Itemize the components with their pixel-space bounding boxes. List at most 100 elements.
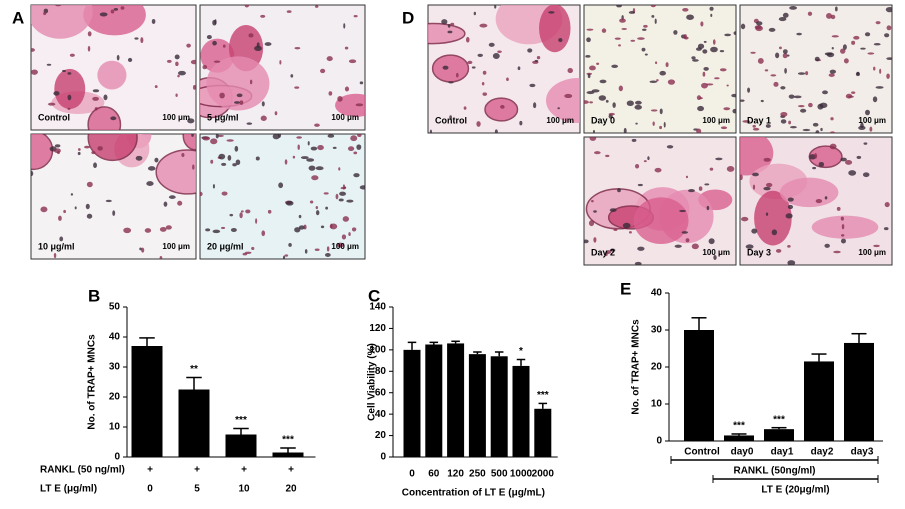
dot xyxy=(863,142,868,145)
dot xyxy=(609,248,616,252)
y-tick-label: 100 xyxy=(369,344,386,355)
dot xyxy=(120,6,125,10)
micrograph-texture xyxy=(584,137,735,265)
dot xyxy=(278,182,284,189)
dot xyxy=(492,53,500,59)
dot xyxy=(292,155,296,159)
dot xyxy=(650,5,656,8)
dot xyxy=(611,64,619,69)
dot xyxy=(709,167,714,171)
dot xyxy=(628,231,632,234)
dot xyxy=(450,22,455,26)
y-tick-label: 10 xyxy=(109,422,121,433)
y-tick-label: 10 xyxy=(651,399,663,410)
dot xyxy=(92,89,100,93)
y-tick-label: 20 xyxy=(375,430,387,441)
y-tick-label: 0 xyxy=(114,452,120,463)
scale-label: 100 μm xyxy=(702,248,730,257)
dot xyxy=(848,170,857,176)
dot xyxy=(829,131,836,133)
dot xyxy=(752,124,756,128)
dot xyxy=(330,223,333,229)
dot xyxy=(875,86,884,89)
dot xyxy=(212,229,221,234)
significance: *** xyxy=(282,435,294,446)
x-tick-label: 1000 xyxy=(510,469,533,480)
dot xyxy=(298,225,305,230)
dot xyxy=(67,94,72,101)
dot xyxy=(87,31,92,37)
dot xyxy=(864,32,871,37)
dot xyxy=(655,61,658,65)
dot xyxy=(314,248,320,251)
dot xyxy=(732,108,736,114)
dot xyxy=(685,238,690,243)
cell xyxy=(182,134,196,151)
dot xyxy=(780,119,787,124)
y-tick-label: 30 xyxy=(109,362,121,373)
dot xyxy=(856,155,862,159)
cell xyxy=(633,197,689,245)
bar xyxy=(131,346,163,457)
dot xyxy=(240,210,244,213)
dot xyxy=(635,122,638,125)
dot xyxy=(594,151,601,155)
dot xyxy=(584,239,589,244)
dot xyxy=(752,127,760,131)
dot xyxy=(634,261,642,265)
dot xyxy=(652,121,655,126)
micrograph-texture xyxy=(428,5,580,133)
dot xyxy=(186,43,191,48)
dot xyxy=(708,238,715,245)
dot xyxy=(623,127,627,133)
dot xyxy=(337,96,343,102)
image-caption: 5 μg/ml xyxy=(207,112,239,122)
dot xyxy=(692,59,699,62)
dot xyxy=(764,69,769,72)
cell xyxy=(431,54,470,83)
dot xyxy=(815,199,823,204)
dot xyxy=(567,67,573,74)
dot xyxy=(177,74,180,78)
dot xyxy=(221,191,228,196)
dot xyxy=(356,144,362,150)
dot xyxy=(651,14,655,18)
dot xyxy=(884,33,890,38)
dot xyxy=(77,148,81,151)
dot xyxy=(456,72,459,78)
dot xyxy=(719,49,725,53)
dot xyxy=(654,18,657,24)
dot xyxy=(598,95,607,101)
cell xyxy=(539,5,571,53)
dot xyxy=(674,244,682,248)
dot xyxy=(614,37,621,40)
significance: ** xyxy=(190,364,198,375)
x-axis-label: Concentration of LT E (μg/mL) xyxy=(402,488,545,499)
y-tick-label: 40 xyxy=(375,409,387,420)
dot xyxy=(536,56,541,60)
dot xyxy=(212,40,217,46)
dot xyxy=(284,159,288,165)
dot xyxy=(696,128,702,133)
dot xyxy=(67,107,71,110)
dot xyxy=(249,79,253,85)
dot xyxy=(697,105,705,112)
dot xyxy=(701,82,708,89)
dot xyxy=(494,5,497,9)
dot xyxy=(873,66,876,71)
y-tick-label: 40 xyxy=(109,332,121,343)
dot xyxy=(782,53,788,59)
dot xyxy=(618,44,621,47)
bar xyxy=(178,389,210,457)
dot xyxy=(637,183,643,187)
x-tick-label: day2 xyxy=(811,447,834,458)
dot xyxy=(765,124,771,128)
scale-label: 100 μm xyxy=(546,116,574,125)
x-tick-label: 60 xyxy=(428,469,440,480)
y-tick-label: 30 xyxy=(651,325,663,336)
dot xyxy=(315,210,320,216)
dot xyxy=(787,204,794,210)
micrograph xyxy=(583,4,737,134)
dot xyxy=(325,253,331,257)
